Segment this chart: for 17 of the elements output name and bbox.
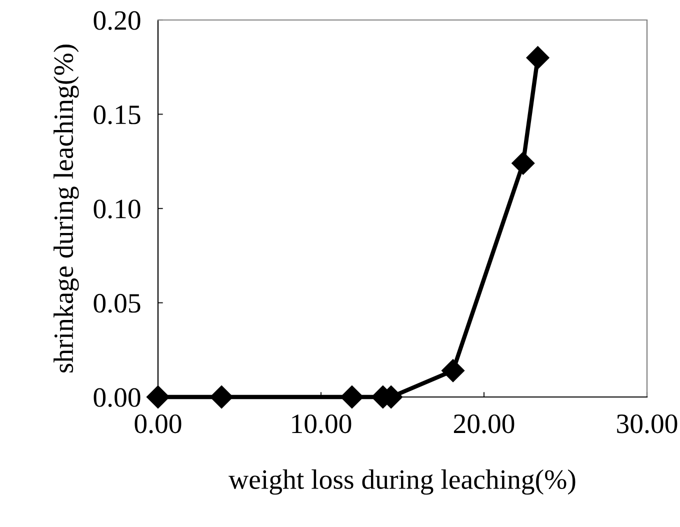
point bbox=[146, 386, 170, 408]
y-tick-label: 0.15 bbox=[94, 105, 140, 124]
point bbox=[442, 359, 465, 382]
point bbox=[340, 386, 364, 408]
x-axis-title: weight loss during leaching(%) bbox=[228, 469, 576, 495]
point bbox=[526, 46, 550, 70]
point bbox=[210, 386, 234, 408]
x-tick-label: 30.00 bbox=[617, 414, 678, 434]
x-tick-label: 10.00 bbox=[292, 414, 352, 434]
y-tick-label: 0.20 bbox=[94, 11, 140, 30]
point bbox=[512, 152, 535, 175]
x-tick-label: 0.00 bbox=[134, 414, 182, 434]
y-tick-label: 0.00 bbox=[94, 388, 140, 408]
y-tick-label: 0.10 bbox=[94, 200, 140, 219]
y-tick-label: 0.05 bbox=[94, 294, 140, 313]
y-axis-title: shrinkage during leaching(%) bbox=[54, 44, 79, 372]
x-tick-label: 20.00 bbox=[454, 414, 514, 434]
